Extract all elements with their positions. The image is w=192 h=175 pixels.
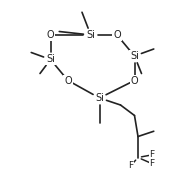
Text: Si: Si [130,51,139,61]
Text: Si: Si [95,93,104,103]
Text: Si: Si [46,54,55,65]
Text: F: F [149,159,155,168]
Text: F: F [128,161,134,170]
Text: Si: Si [86,30,95,40]
Text: F: F [149,150,155,159]
Text: O: O [47,30,54,40]
Text: O: O [64,75,72,86]
Text: O: O [131,75,138,86]
Text: O: O [113,30,121,40]
